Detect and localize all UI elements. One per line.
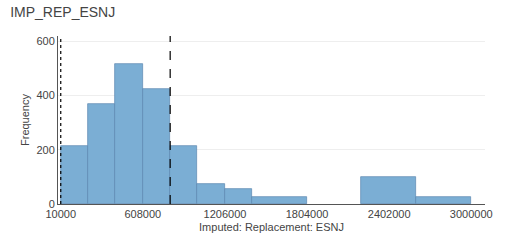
svg-text:IMP_REP_ESNJ: IMP_REP_ESNJ bbox=[10, 4, 115, 20]
svg-text:2402000: 2402000 bbox=[368, 208, 411, 220]
svg-text:608000: 608000 bbox=[124, 208, 161, 220]
svg-text:Imputed: Replacement: ESNJ: Imputed: Replacement: ESNJ bbox=[199, 221, 344, 233]
svg-text:10000: 10000 bbox=[45, 208, 76, 220]
svg-text:400: 400 bbox=[36, 89, 54, 101]
svg-text:1206000: 1206000 bbox=[204, 208, 247, 220]
svg-text:3000000: 3000000 bbox=[450, 208, 493, 220]
svg-text:Frequency: Frequency bbox=[19, 94, 31, 146]
svg-text:1804000: 1804000 bbox=[286, 208, 329, 220]
svg-text:200: 200 bbox=[36, 144, 54, 156]
svg-text:0: 0 bbox=[49, 198, 55, 210]
svg-text:600: 600 bbox=[36, 35, 54, 47]
